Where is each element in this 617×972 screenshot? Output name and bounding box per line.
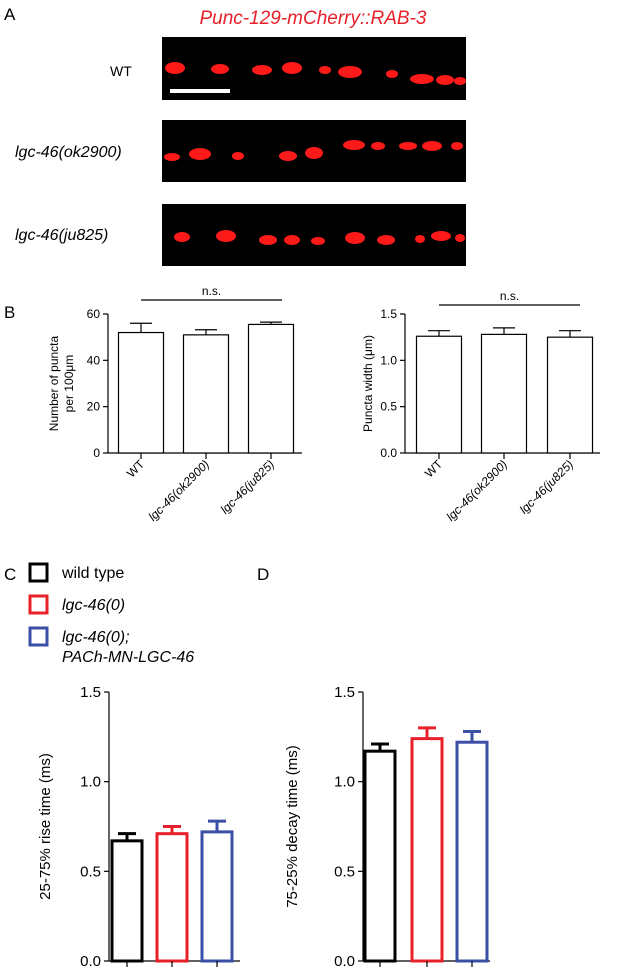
punctum [451, 142, 463, 150]
punctum [282, 62, 302, 74]
x-tick-label: WT [422, 457, 446, 481]
punctum [455, 234, 465, 242]
bar [247, 323, 295, 454]
y-tick-label: 1.5 [380, 307, 397, 321]
y-tick-label: 0.0 [334, 953, 355, 970]
bar [155, 832, 189, 963]
x-tick-label: lgc-46(ok2900) [146, 457, 213, 524]
bar [110, 839, 144, 963]
punctum [338, 66, 362, 78]
bar [182, 334, 230, 454]
y-axis-label-line2: per 100μm [62, 355, 76, 413]
punctum [422, 141, 442, 151]
x-tick-label: lgc-46(ok2900) [444, 457, 511, 524]
y-tick-label: 1.5 [80, 684, 101, 701]
legend-label: lgc-46(0) [62, 597, 125, 614]
punctum [311, 237, 325, 245]
bar [410, 737, 444, 963]
y-tick-label: 1.0 [334, 774, 355, 791]
y-tick-label: 1.0 [80, 774, 101, 791]
punctum [284, 235, 300, 245]
punctum [164, 153, 180, 161]
row-label: WT [110, 63, 132, 79]
y-tick-label: 0.0 [380, 446, 397, 460]
punctum [399, 142, 417, 150]
x-tick-label: WT [124, 457, 148, 481]
punctum [386, 70, 398, 78]
y-tick-label: 0 [93, 446, 100, 460]
scale-bar [170, 89, 230, 93]
punctum [415, 235, 425, 243]
panel-letter-d: D [257, 565, 269, 584]
significance-label: n.s. [202, 284, 221, 298]
y-tick-label: 0.5 [334, 863, 355, 880]
punctum [216, 230, 236, 242]
punctum [454, 77, 466, 85]
punctum [436, 75, 454, 85]
y-tick-label: 0.5 [80, 863, 101, 880]
legend-label: wild type [61, 565, 124, 582]
bar [363, 749, 397, 963]
bar [480, 333, 528, 454]
punctum [305, 147, 323, 159]
punctum [259, 235, 277, 245]
y-axis-label: Number of puncta [47, 335, 61, 431]
punctum [232, 152, 244, 160]
punctum [410, 74, 434, 84]
legend-label: lgc-46(0); [62, 629, 130, 646]
panel-a-title: Punc-129-mCherry::RAB-3 [199, 8, 426, 29]
panel-a-micrographs: WT lgc-46(ok2900) lgc-46(ju825) [15, 37, 466, 266]
x-tick-label: lgc-46(ju825) [517, 457, 576, 516]
bar [117, 331, 165, 454]
y-tick-label: 60 [87, 307, 101, 321]
bar [455, 740, 489, 963]
y-tick-label: 0.5 [380, 400, 397, 414]
y-axis-label: Puncta width (μm) [361, 335, 375, 432]
significance-label: n.s. [500, 289, 519, 303]
y-tick-label: 40 [87, 353, 101, 367]
punctum [345, 232, 365, 244]
panel-letter-b: B [4, 303, 15, 322]
bar [546, 336, 594, 454]
panel-letter-a: A [4, 5, 16, 24]
y-tick-label: 1.5 [334, 684, 355, 701]
punctum [319, 66, 331, 74]
punctum [377, 235, 395, 245]
y-tick-label: 1.0 [380, 353, 397, 367]
bar [200, 830, 234, 963]
chart-decay-time: 0.0 0.5 1.0 1.5 75-25% decay time (ms) [284, 684, 490, 970]
punctum [189, 148, 211, 160]
bar [415, 335, 463, 454]
punctum [343, 140, 365, 150]
punctum [279, 151, 297, 161]
legend-label-line2: PACh-MN-LGC-46 [62, 649, 194, 666]
row-label: lgc-46(ju825) [15, 227, 108, 244]
punctum [252, 65, 272, 75]
punctum [431, 231, 451, 241]
panel-letter-c: C [4, 565, 16, 584]
punctum [174, 232, 190, 242]
legend-swatch [28, 594, 49, 615]
legend-swatch [28, 626, 49, 647]
legend-swatch [28, 562, 49, 583]
x-tick-label: lgc-46(ju825) [218, 457, 277, 516]
punctum [165, 62, 185, 74]
y-tick-label: 20 [87, 400, 101, 414]
punctum [371, 142, 385, 150]
y-axis-label: 75-25% decay time (ms) [284, 745, 301, 908]
chart-rise-time: 0.0 0.5 1.0 1.5 25-75% rise time (ms) [37, 684, 240, 970]
punctum [211, 64, 229, 74]
legend: wild type lgc-46(0) lgc-46(0); PACh-MN-LGC-… [28, 562, 194, 666]
y-tick-label: 0.0 [80, 953, 101, 970]
row-label: lgc-46(ok2900) [15, 144, 122, 161]
y-axis-label: 25-75% rise time (ms) [37, 753, 54, 900]
micrograph-strip [162, 204, 466, 266]
